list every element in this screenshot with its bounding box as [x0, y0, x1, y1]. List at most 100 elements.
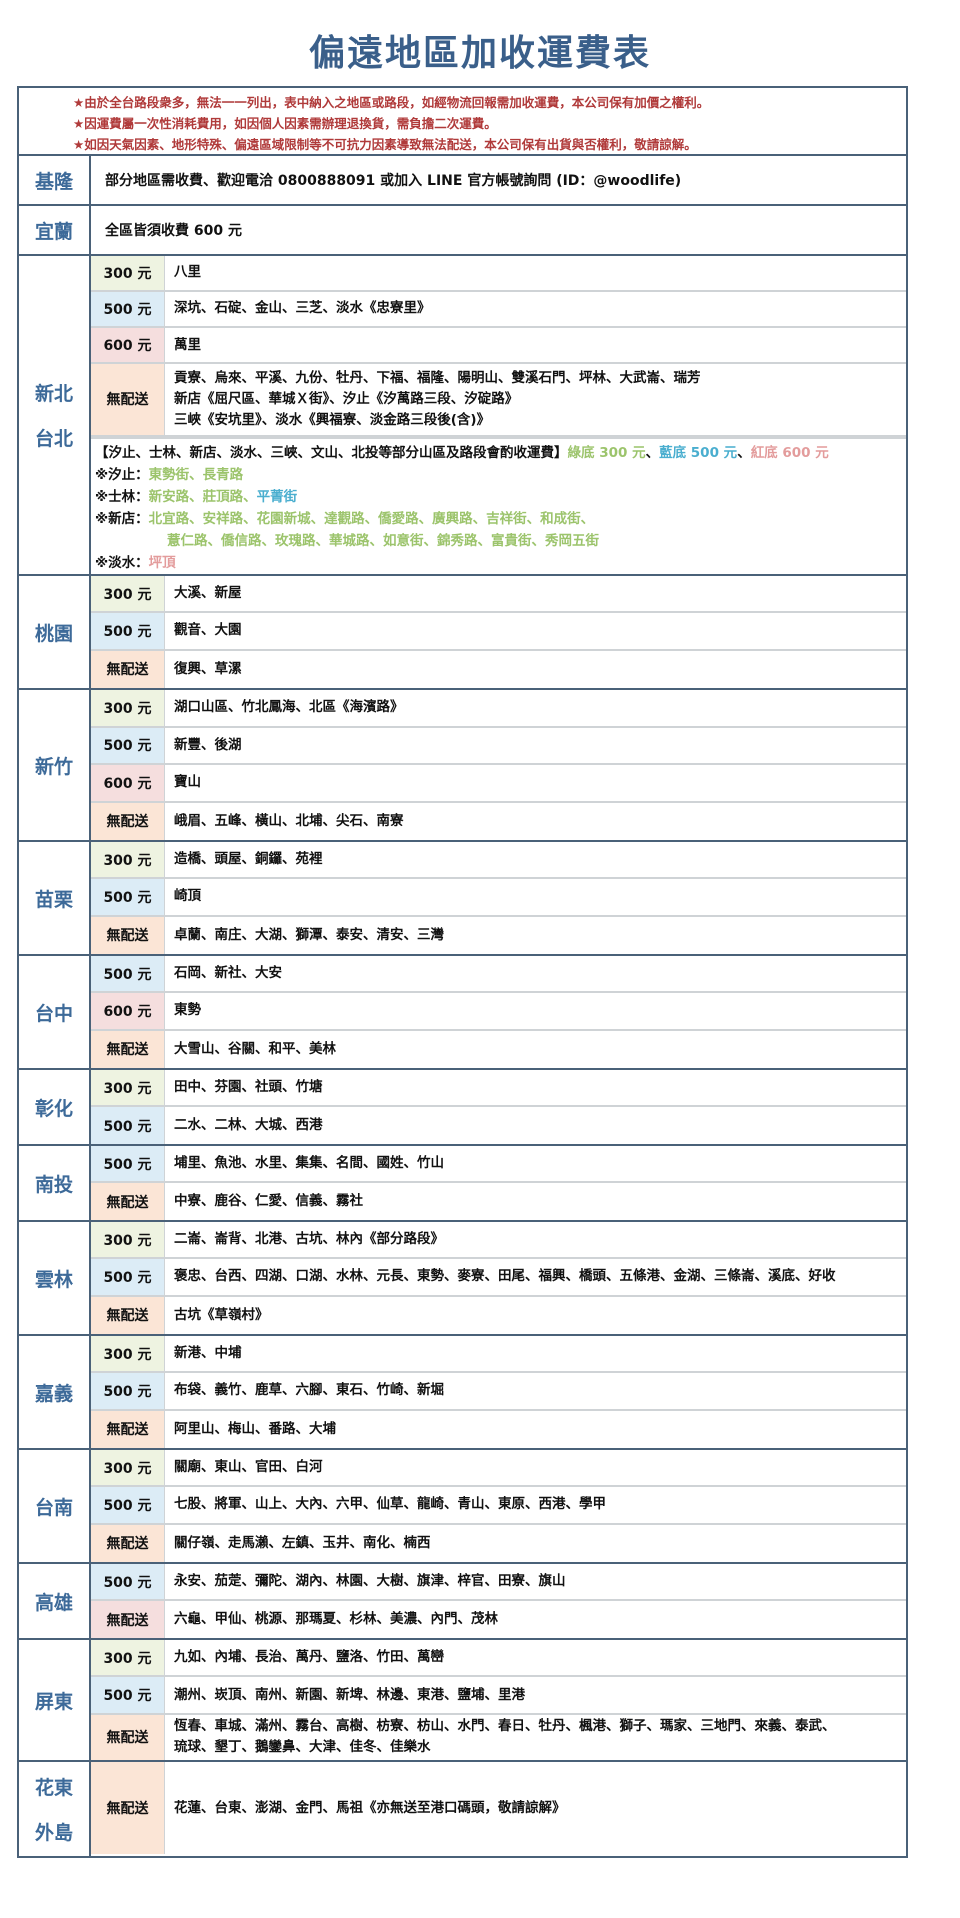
region-name: 基隆 — [34, 170, 73, 193]
fee-row: 300 元新港、中埔 — [91, 1336, 906, 1374]
area-list: 中寮、鹿谷、仁愛、信義、霧社 — [165, 1183, 906, 1220]
notice-line: ★如因天氣因素、地形特殊、偏遠區域限制等不可抗力因素導致無法配送，本公司保有出貨… — [73, 137, 697, 152]
fee-row: 300 元大溪、新屋 — [91, 576, 906, 614]
region-note: 部分地區需收費、歡迎電洽 0800888091 或加入 LINE 官方帳號詢問 … — [105, 173, 682, 189]
area-list: 萬里 — [165, 328, 906, 362]
price-cell: 500 元 — [91, 1373, 165, 1409]
region-name: 南投 — [34, 1173, 73, 1196]
area-list: 崎頂 — [165, 879, 906, 914]
area-line: 古坑《草嶺村》 — [174, 1306, 269, 1323]
area-line: 二崙、崙背、北港、古坑、林內《部分路段》 — [174, 1231, 444, 1248]
area-list: 褒忠、台西、四湖、口湖、水林、元長、東勢、麥寮、田尾、福興、橋頭、五條港、金湖、… — [165, 1259, 906, 1294]
area-list: 東勢 — [165, 993, 906, 1028]
fee-row: 無配送 卓蘭、南庄、大湖、獅潭、泰安、清安、三灣 — [91, 916, 906, 954]
region-label: 南投 — [19, 1146, 91, 1220]
region-body: 300 元八里 500 元深坑、石碇、金山、三芝、淡水《忠寮里》 600 元萬里 無配… — [91, 256, 906, 574]
area-line: 大溪、新屋 — [174, 585, 242, 602]
fee-row: 無配送 關仔嶺、走馬瀨、左鎮、玉井、南化、楠西 — [91, 1524, 906, 1562]
fee-row: 無配送 古坑《草嶺村》 — [91, 1296, 906, 1334]
fee-row: 無配送 阿里山、梅山、番路、大埔 — [91, 1410, 906, 1448]
fee-row: 無配送 大雪山、谷關、和平、美林 — [91, 1030, 906, 1068]
area-line: 埔里、魚池、水里、集集、名間、國姓、竹山 — [174, 1155, 444, 1171]
price-cell: 無配送 — [91, 1714, 165, 1760]
area-list: 觀音、大園 — [165, 613, 906, 648]
area-line: 琉球、墾丁、鵝鑾鼻、大津、佳冬、佳樂水 — [174, 1739, 431, 1756]
fee-row: 無配送 六龜、甲仙、桃源、那瑪夏、杉林、美濃、內門、茂林 — [91, 1601, 906, 1638]
price-cell: 300 元 — [91, 1336, 165, 1372]
area-line: 阿里山、梅山、番路、大埔 — [174, 1420, 336, 1437]
note-segment: 新安路、莊頂路、 — [148, 488, 257, 505]
area-list: 田中、芬園、社頭、竹塘 — [165, 1070, 906, 1105]
area-line: 萬里 — [174, 336, 201, 353]
notice-box: ★由於全台路段衆多，無法一一列出，表中納入之地區或路段，如經物流回報需加收運費，… — [19, 88, 906, 156]
region-name: 台中 — [34, 1002, 73, 1025]
region-name: 彰化 — [34, 1097, 73, 1120]
area-line: 復興、草漯 — [174, 660, 242, 677]
area-line: 褒忠、台西、四湖、口湖、水林、元長、東勢、麥寮、田尾、福興、橋頭、五條港、金湖、… — [174, 1268, 836, 1285]
area-list: 深坑、石碇、金山、三芝、淡水《忠寮里》 — [165, 292, 906, 327]
area-list: 卓蘭、南庄、大湖、獅潭、泰安、清安、三灣 — [165, 917, 906, 954]
area-list: 古坑《草嶺村》 — [165, 1297, 906, 1334]
area-line: 新港、中埔 — [174, 1345, 242, 1362]
region-name: 苗栗 — [34, 888, 73, 911]
area-list: 貢寮、烏來、平溪、九份、牡丹、下福、福隆、陽明山、雙溪石門、坪林、大武崙、瑞芳新… — [165, 364, 906, 435]
area-line: 中寮、鹿谷、仁愛、信義、霧社 — [174, 1193, 363, 1209]
region-body: 500 元石岡、新社、大安 600 元東勢 無配送 大雪山、谷關、和平、美林 — [91, 956, 906, 1068]
note-segment: ※士林： — [95, 488, 149, 505]
area-list: 八里 — [165, 256, 906, 290]
region-body: 300 元關廟、東山、官田、白河 500 元七股、將軍、山上、大內、六甲、仙草、龍… — [91, 1450, 906, 1562]
fee-row: 300 元湖口山區、竹北鳳海、北區《海濱路》 — [91, 690, 906, 728]
area-line: 潮州、崁頂、南州、新園、新埤、林邊、東港、鹽埔、里港 — [174, 1686, 525, 1703]
fee-row: 無配送 恆春、車城、滿州、霧台、高樹、枋寮、枋山、水門、春日、牡丹、楓港、獅子、瑪… — [91, 1714, 906, 1760]
fee-row: 500 元崎頂 — [91, 879, 906, 917]
fee-row: 500 元觀音、大園 — [91, 613, 906, 651]
region-name: 新北 — [34, 383, 73, 405]
note-segment: ※淡水： — [95, 554, 149, 571]
fee-row: 500 元永安、茄萣、彌陀、湖內、林園、大樹、旗津、梓官、田寮、旗山 — [91, 1564, 906, 1601]
notice-line: ★由於全台路段衆多，無法一一列出，表中納入之地區或路段，如經物流回報需加收運費，… — [73, 95, 710, 110]
region-label: 新北 台北 — [19, 256, 91, 574]
area-line: 新店《屈尺區、華城Ｘ街》、汐止《汐萬路三段、汐碇路》 — [174, 390, 519, 407]
fee-row: 300 元二崙、崙背、北港、古坑、林內《部分路段》 — [91, 1222, 906, 1260]
region-name: 雲林 — [34, 1268, 73, 1291]
area-list: 湖口山區、竹北鳳海、北區《海濱路》 — [165, 690, 906, 726]
area-line: 新豐、後湖 — [174, 736, 242, 753]
fee-row: 300 元關廟、東山、官田、白河 — [91, 1450, 906, 1488]
area-line: 貢寮、烏來、平溪、九份、牡丹、下福、福隆、陽明山、雙溪石門、坪林、大武崙、瑞芳 — [174, 369, 701, 386]
area-list: 六龜、甲仙、桃源、那瑪夏、杉林、美濃、內門、茂林 — [165, 1601, 906, 1638]
note-segment: 【汐止、士林、新店、淡水、三峽、文山、北投等部分山區及路段會酌收運費】 — [95, 444, 568, 461]
region-name: 外島 — [34, 1822, 73, 1844]
region-label: 新竹 — [19, 690, 91, 840]
price-cell: 無配送 — [91, 1296, 165, 1334]
region-name: 新竹 — [34, 755, 73, 778]
region-body: 無配送 花蓮、台東、澎湖、金門、馬祖《亦無送至港口碼頭，敬請諒解》 — [91, 1762, 906, 1856]
price-cell: 300 元 — [91, 1640, 165, 1676]
region-body: 300 元湖口山區、竹北鳳海、北區《海濱路》 500 元新豐、後湖 600 元寶山無… — [91, 690, 906, 840]
region-label: 宜蘭 — [19, 206, 91, 254]
region-body: 300 元田中、芬園、社頭、竹塘 500 元二水、二林、大城、西港 — [91, 1070, 906, 1144]
region-label: 苗栗 — [19, 842, 91, 954]
fee-row: 500 元二水、二林、大城、西港 — [91, 1107, 906, 1144]
area-line: 布袋、義竹、鹿草、六腳、東石、竹崎、新堀 — [174, 1382, 444, 1399]
area-list: 七股、將軍、山上、大內、六甲、仙草、龍崎、青山、東原、西港、學甲 — [165, 1487, 906, 1522]
area-list: 永安、茄萣、彌陀、湖內、林園、大樹、旗津、梓官、田寮、旗山 — [165, 1564, 906, 1599]
region-name: 嘉義 — [34, 1382, 73, 1405]
note-line: ※士林：新安路、莊頂路、平菁街 — [95, 486, 906, 508]
note-line: ※汐止：東勢街、長青路 — [95, 464, 906, 486]
region-name: 台北 — [34, 428, 73, 450]
note-line: 【汐止、士林、新店、淡水、三峽、文山、北投等部分山區及路段會酌收運費】綠底 30… — [95, 442, 906, 464]
price-cell: 500 元 — [91, 1146, 165, 1181]
region-label: 雲林 — [19, 1222, 91, 1334]
area-list: 二崙、崙背、北港、古坑、林內《部分路段》 — [165, 1222, 906, 1257]
fee-row: 300 元九如、內埔、長治、萬丹、鹽洛、竹田、萬巒 — [91, 1640, 906, 1678]
price-cell: 300 元 — [91, 1222, 165, 1258]
fee-row: 600 元寶山 — [91, 765, 906, 803]
fee-row: 600 元萬里 — [91, 328, 906, 364]
fee-row: 500 元褒忠、台西、四湖、口湖、水林、元長、東勢、麥寮、田尾、福興、橋頭、五條… — [91, 1259, 906, 1297]
price-cell: 500 元 — [91, 1564, 165, 1599]
note-segment: 綠底 300 元 — [567, 444, 646, 461]
price-cell: 500 元 — [91, 956, 165, 992]
note-segment: 薏仁路、僑信路、玫瑰路、華城路、如意街、錦秀路、富貴街、秀岡五街 — [167, 532, 599, 549]
note-line: 薏仁路、僑信路、玫瑰路、華城路、如意街、錦秀路、富貴街、秀岡五街 — [95, 530, 906, 552]
region-11: 台南 300 元關廟、東山、官田、白河 500 元七股、將軍、山上、大內、六甲、仙草… — [19, 1450, 906, 1564]
